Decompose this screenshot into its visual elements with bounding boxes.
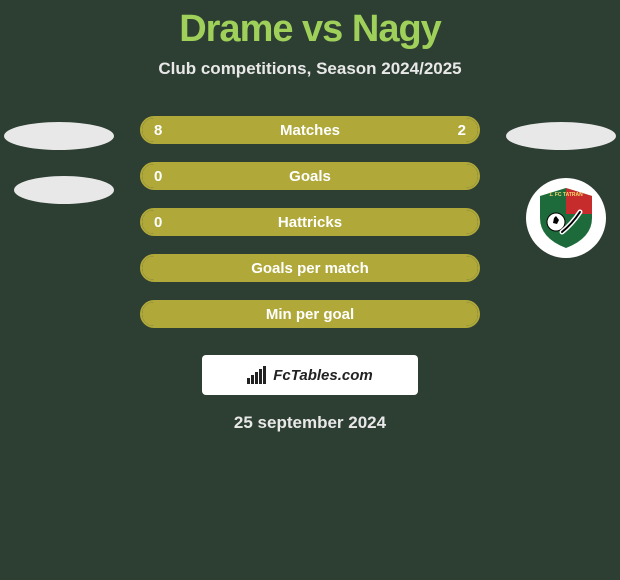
bar-track: Hattricks0 — [140, 208, 480, 236]
bar-fill-right — [411, 118, 478, 142]
chart-row: Goals per match — [0, 245, 620, 291]
subtitle: Club competitions, Season 2024/2025 — [0, 59, 620, 79]
chart-row: Hattricks0 — [0, 199, 620, 245]
chart-row: Matches82 — [0, 107, 620, 153]
watermark: FcTables.com — [202, 355, 418, 395]
chart-row: Min per goal — [0, 291, 620, 337]
bar-track: Goals0 — [140, 162, 480, 190]
page-title: Drame vs Nagy — [0, 0, 620, 51]
bar-fill-left — [142, 118, 411, 142]
bars-icon — [247, 366, 267, 384]
chart-row: Goals0 — [0, 153, 620, 199]
bar-fill — [142, 256, 478, 280]
comparison-chart: Matches82 Goals0 Hattricks0 Goals per match… — [0, 107, 620, 337]
bar-track: Matches82 — [140, 116, 480, 144]
bar-fill — [142, 164, 478, 188]
watermark-text: FcTables.com — [273, 367, 372, 384]
bar-track: Min per goal — [140, 300, 480, 328]
bar-fill — [142, 302, 478, 326]
bar-fill — [142, 210, 478, 234]
date-text: 25 september 2024 — [0, 413, 620, 433]
bar-track: Goals per match — [140, 254, 480, 282]
